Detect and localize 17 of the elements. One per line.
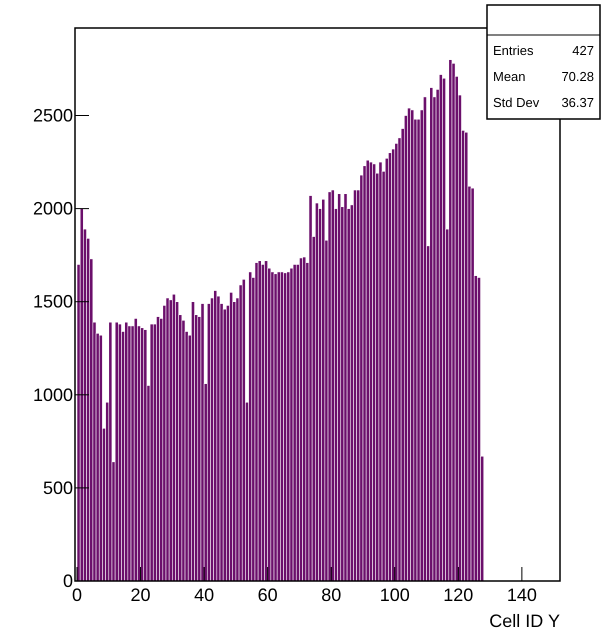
y-tick-label: 1500	[32, 292, 73, 312]
y-tick-label: 1000	[32, 384, 73, 405]
x-axis-title: Cell ID Y	[489, 611, 560, 631]
x-tick-label: 140	[506, 585, 537, 605]
y-tick-label: 0	[62, 571, 73, 591]
text: Mean 70.28	[493, 69, 594, 84]
x-tick-label: 100	[380, 585, 410, 605]
x-tick-label: 40	[194, 585, 214, 605]
y-tick-label: 500	[42, 478, 73, 498]
x-tick-label: 60	[258, 585, 278, 605]
x-tick-label: 120	[443, 585, 474, 605]
x-tick-label: 80	[321, 585, 342, 605]
y-tick-label: 2000	[32, 198, 73, 219]
x-tick-label: 20	[130, 585, 151, 605]
y-tick-label: 2500	[32, 106, 73, 126]
text: Entries 427	[493, 43, 594, 58]
text: Std Dev 36.37	[493, 95, 594, 110]
